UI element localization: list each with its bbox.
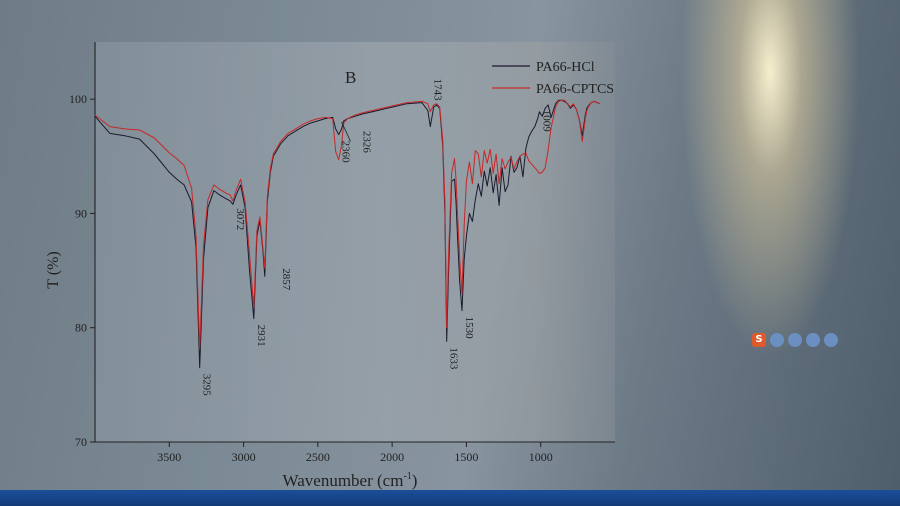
peak-label: 2931 [255, 325, 267, 347]
panel-label: B [345, 68, 356, 87]
plot-area-background [95, 42, 615, 442]
x-tick-label: 1000 [529, 450, 553, 464]
y-tick-label: 90 [75, 206, 87, 220]
peak-label: 3072 [234, 208, 246, 230]
legend-label-pa66-cptcs: PA66-CPTCS [536, 82, 614, 97]
peak-leader-line [341, 121, 351, 142]
peak-label: 2326 [361, 131, 373, 154]
series-line-pa66-cptcs [94, 99, 601, 349]
peak-label: 2857 [280, 268, 292, 291]
legend: PA66-HCl PA66-CPTCS [492, 60, 614, 97]
ime-toolbar[interactable]: S [752, 329, 838, 351]
peak-label: 2360 [340, 141, 352, 164]
x-tick-label: 2000 [380, 450, 404, 464]
sogou-s-icon[interactable]: S [752, 333, 766, 347]
x-tick-label: 3500 [157, 450, 181, 464]
peak-label: 1633 [448, 347, 460, 370]
taskbar [0, 490, 900, 506]
y-tick-label: 80 [75, 321, 87, 335]
axes: 3500 3000 2500 2000 1500 1000 100 90 80 70 [69, 42, 615, 464]
peak-label: 3295 [201, 374, 213, 397]
peak-label: 1530 [463, 317, 475, 340]
legend-label-pa66-hcl: PA66-HCl [536, 60, 595, 75]
settings-icon[interactable] [824, 333, 838, 347]
x-tick-label: 1500 [454, 450, 478, 464]
x-tick-label: 2500 [306, 450, 330, 464]
mic-icon[interactable] [788, 333, 802, 347]
peak-label: 1009 [540, 110, 552, 133]
x-axis-label: Wavenumber (cm-1) [283, 471, 418, 490]
peak-label: 1743 [431, 79, 443, 102]
x-axis-label-sup: -1 [403, 471, 411, 482]
y-tick-label: 70 [75, 435, 87, 449]
series-layer [94, 99, 601, 369]
y-axis-label: T (%) [45, 251, 62, 288]
x-tick-label: 3000 [232, 450, 256, 464]
y-tick-label: 100 [69, 92, 87, 106]
keyboard-icon[interactable] [806, 333, 820, 347]
punctuation-icon[interactable] [770, 333, 784, 347]
